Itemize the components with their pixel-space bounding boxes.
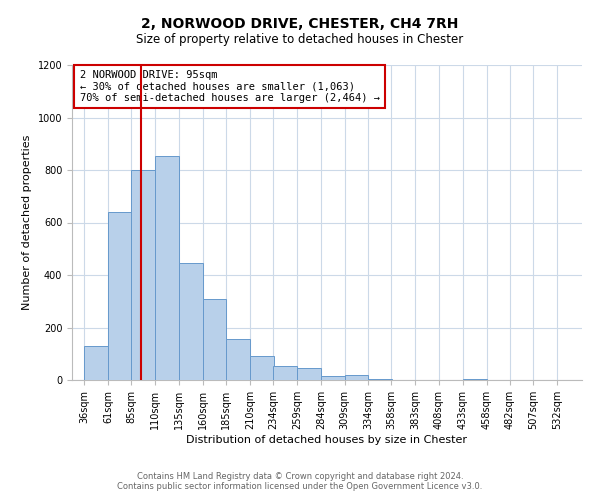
Text: 2, NORWOOD DRIVE, CHESTER, CH4 7RH: 2, NORWOOD DRIVE, CHESTER, CH4 7RH xyxy=(142,18,458,32)
Text: Size of property relative to detached houses in Chester: Size of property relative to detached ho… xyxy=(136,32,464,46)
Bar xyxy=(155,156,179,380)
Bar xyxy=(463,378,487,380)
Text: Contains public sector information licensed under the Open Government Licence v3: Contains public sector information licen… xyxy=(118,482,482,491)
Bar xyxy=(273,366,297,380)
Bar xyxy=(85,346,108,380)
Bar xyxy=(250,356,274,380)
Bar xyxy=(368,378,392,380)
Text: 2 NORWOOD DRIVE: 95sqm
← 30% of detached houses are smaller (1,063)
70% of semi-: 2 NORWOOD DRIVE: 95sqm ← 30% of detached… xyxy=(80,70,380,103)
X-axis label: Distribution of detached houses by size in Chester: Distribution of detached houses by size … xyxy=(187,434,467,444)
Bar xyxy=(203,298,226,380)
Bar xyxy=(179,263,203,380)
Bar xyxy=(226,340,250,380)
Y-axis label: Number of detached properties: Number of detached properties xyxy=(22,135,32,310)
Bar xyxy=(297,368,321,380)
Bar xyxy=(321,376,344,380)
Text: Contains HM Land Registry data © Crown copyright and database right 2024.: Contains HM Land Registry data © Crown c… xyxy=(137,472,463,481)
Bar xyxy=(108,212,132,380)
Bar xyxy=(344,375,368,380)
Bar xyxy=(131,170,155,380)
